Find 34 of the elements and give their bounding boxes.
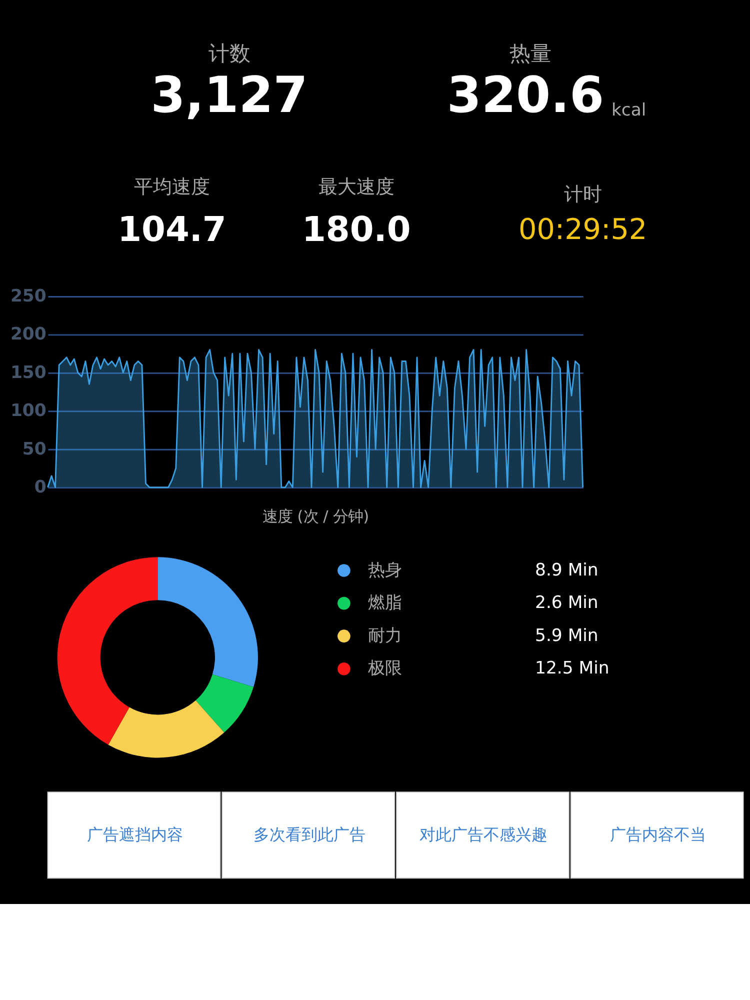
text: 00:29:52	[518, 212, 648, 246]
y-tick-label: 250	[10, 286, 46, 307]
data-label: 5.9 Min	[535, 626, 598, 646]
text: 广告内容不当	[610, 824, 706, 844]
donut-slice	[57, 557, 158, 745]
y-tick-label: 200	[10, 324, 46, 345]
y-tick-label: 0	[34, 478, 46, 498]
legend-label: 耐力	[368, 626, 402, 646]
text: 最大速度	[318, 175, 394, 198]
text: 对此广告不感兴趣	[420, 824, 548, 844]
legend-label: 燃脂	[368, 593, 402, 614]
data-label: 12.5 Min	[535, 658, 610, 679]
legend-label: 极限	[366, 658, 402, 679]
text: kcal	[611, 100, 646, 121]
text: 180.0	[302, 210, 411, 250]
legend-label: 热身	[368, 560, 402, 580]
text: 3,127	[150, 66, 308, 124]
text: 计时	[564, 182, 602, 206]
y-tick-label: 150	[10, 362, 46, 383]
text: 热量	[509, 40, 552, 66]
x-axis-title: 速度 (次 / 分钟)	[262, 507, 370, 526]
y-tick-label: 100	[10, 401, 46, 422]
donut-slice	[196, 674, 254, 733]
y-tick-label: 50	[22, 439, 46, 460]
donut-slice	[158, 557, 258, 688]
donut-slice	[108, 700, 224, 758]
text: 多次看到此广告	[253, 824, 366, 844]
text: 广告遮挡内容	[86, 824, 183, 844]
data-label: 2.6 Min	[535, 593, 598, 614]
text: 平均速度	[134, 175, 210, 198]
text: 计数	[208, 40, 250, 66]
data-label: 8.9 Min	[535, 560, 598, 580]
text: 104.7	[118, 210, 226, 250]
text: 320.6	[446, 66, 604, 124]
